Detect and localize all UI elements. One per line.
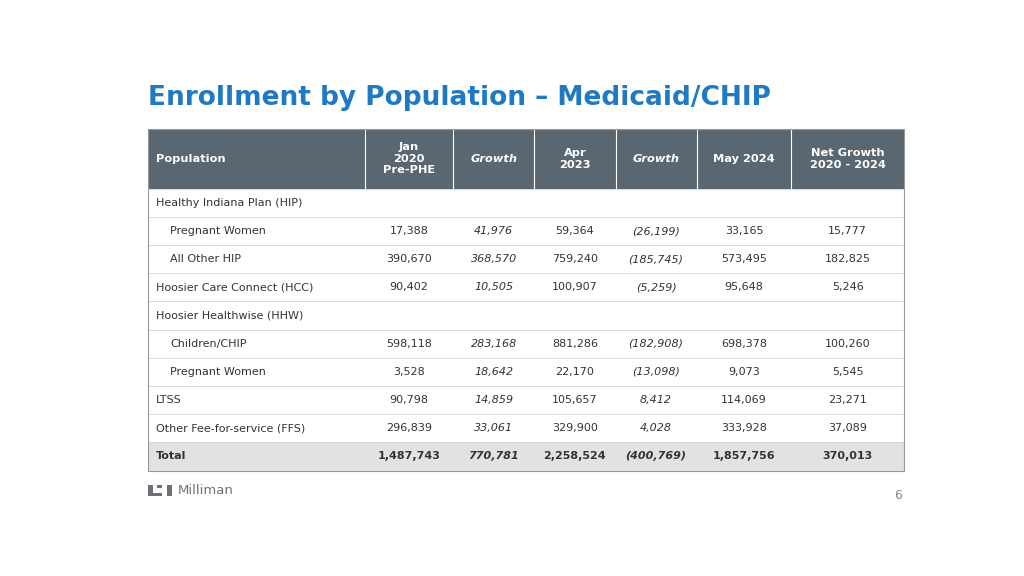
Bar: [147, 245, 904, 273]
Bar: [147, 492, 162, 496]
Text: 8,412: 8,412: [640, 395, 672, 405]
Bar: [147, 189, 904, 217]
Text: 5,545: 5,545: [831, 367, 863, 377]
Text: 33,165: 33,165: [725, 226, 763, 236]
Text: 6: 6: [894, 488, 902, 502]
Text: Hoosier Care Connect (HCC): Hoosier Care Connect (HCC): [156, 282, 313, 293]
Text: 33,061: 33,061: [474, 423, 513, 433]
Bar: [158, 484, 162, 488]
Bar: [147, 301, 904, 329]
Text: 90,798: 90,798: [389, 395, 428, 405]
Text: 114,069: 114,069: [721, 395, 767, 405]
Text: 1,857,756: 1,857,756: [713, 452, 775, 461]
Text: 22,170: 22,170: [555, 367, 594, 377]
Text: Total: Total: [156, 452, 186, 461]
Bar: [147, 358, 904, 386]
Text: Pregnant Women: Pregnant Women: [170, 226, 266, 236]
Text: 698,378: 698,378: [721, 339, 767, 348]
Text: 3,528: 3,528: [393, 367, 425, 377]
Bar: [147, 217, 904, 245]
Text: 95,648: 95,648: [725, 282, 764, 293]
Bar: [147, 129, 904, 189]
Text: (400,769): (400,769): [626, 452, 687, 461]
Text: 5,246: 5,246: [831, 282, 863, 293]
Text: 296,839: 296,839: [386, 423, 432, 433]
Text: Growth: Growth: [633, 154, 680, 164]
Text: (13,098): (13,098): [632, 367, 680, 377]
Text: 15,777: 15,777: [828, 226, 867, 236]
Text: (5,259): (5,259): [636, 282, 677, 293]
Bar: [147, 484, 153, 496]
Text: Enrollment by Population – Medicaid/CHIP: Enrollment by Population – Medicaid/CHIP: [147, 85, 771, 111]
Text: 370,013: 370,013: [822, 452, 872, 461]
Text: 283,168: 283,168: [471, 339, 517, 348]
Text: Milliman: Milliman: [178, 484, 233, 497]
Text: 881,286: 881,286: [552, 339, 598, 348]
Text: 41,976: 41,976: [474, 226, 513, 236]
Text: 333,928: 333,928: [721, 423, 767, 433]
Text: 9,073: 9,073: [728, 367, 760, 377]
Text: Pregnant Women: Pregnant Women: [170, 367, 266, 377]
Bar: [147, 386, 904, 414]
Text: Hoosier Healthwise (HHW): Hoosier Healthwise (HHW): [156, 310, 303, 321]
Bar: [147, 329, 904, 358]
Text: 329,900: 329,900: [552, 423, 598, 433]
Text: 2,258,524: 2,258,524: [544, 452, 606, 461]
Text: Growth: Growth: [470, 154, 517, 164]
Text: 368,570: 368,570: [471, 254, 517, 264]
Bar: [147, 129, 904, 471]
Text: 100,260: 100,260: [825, 339, 870, 348]
Text: 90,402: 90,402: [389, 282, 428, 293]
Text: 4,028: 4,028: [640, 423, 672, 433]
Text: Population: Population: [156, 154, 225, 164]
Bar: [147, 414, 904, 442]
Text: 759,240: 759,240: [552, 254, 598, 264]
Text: 17,388: 17,388: [389, 226, 428, 236]
Text: May 2024: May 2024: [714, 154, 775, 164]
Text: Net Growth
2020 - 2024: Net Growth 2020 - 2024: [810, 148, 886, 170]
Text: 770,781: 770,781: [468, 452, 519, 461]
Text: 100,907: 100,907: [552, 282, 598, 293]
Text: (26,199): (26,199): [632, 226, 680, 236]
Text: Children/CHIP: Children/CHIP: [170, 339, 247, 348]
Text: 573,495: 573,495: [721, 254, 767, 264]
Text: Jan
2020
Pre-PHE: Jan 2020 Pre-PHE: [383, 142, 435, 176]
Bar: [147, 442, 904, 471]
Text: Apr
2023: Apr 2023: [559, 148, 591, 170]
Text: (182,908): (182,908): [629, 339, 684, 348]
Text: LTSS: LTSS: [156, 395, 181, 405]
Text: All Other HIP: All Other HIP: [170, 254, 241, 264]
Text: Healthy Indiana Plan (HIP): Healthy Indiana Plan (HIP): [156, 198, 302, 208]
Text: 37,089: 37,089: [828, 423, 867, 433]
Text: Other Fee-for-service (FFS): Other Fee-for-service (FFS): [156, 423, 305, 433]
Text: 1,487,743: 1,487,743: [378, 452, 440, 461]
Text: 59,364: 59,364: [555, 226, 594, 236]
Bar: [147, 273, 904, 301]
Text: 105,657: 105,657: [552, 395, 598, 405]
Text: 18,642: 18,642: [474, 367, 513, 377]
Text: (185,745): (185,745): [629, 254, 684, 264]
Text: 598,118: 598,118: [386, 339, 432, 348]
Text: 182,825: 182,825: [824, 254, 870, 264]
Text: 390,670: 390,670: [386, 254, 432, 264]
Text: 23,271: 23,271: [828, 395, 867, 405]
Text: 10,505: 10,505: [474, 282, 513, 293]
Text: 14,859: 14,859: [474, 395, 513, 405]
Bar: [167, 484, 172, 496]
